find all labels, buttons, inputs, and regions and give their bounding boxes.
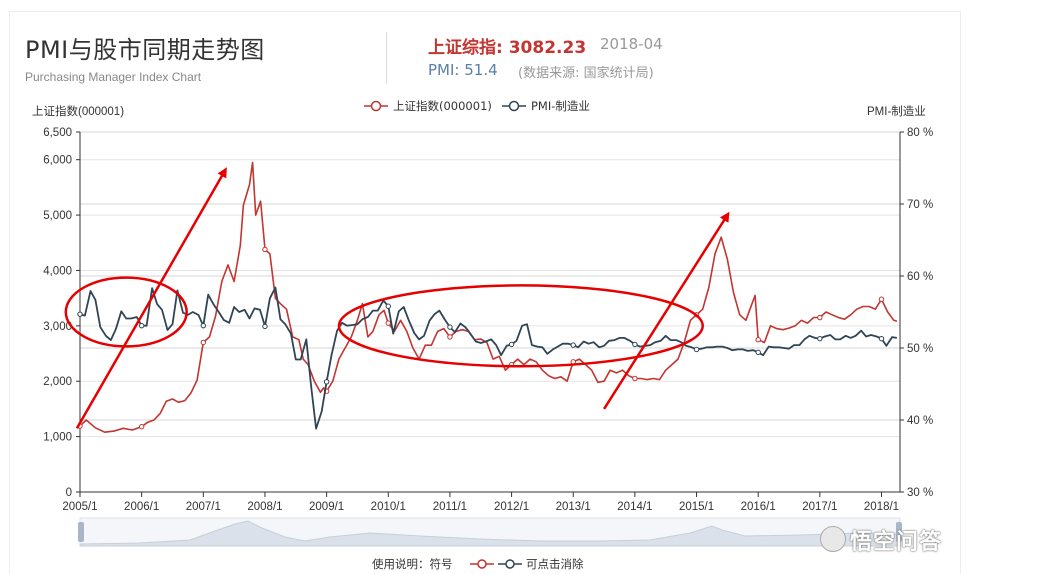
pmi-series-line bbox=[79, 286, 898, 430]
x-tick-label: 2007/1 bbox=[186, 501, 221, 513]
annotation-arrow bbox=[75, 167, 227, 429]
y-left-tick-label: 6,500 bbox=[43, 127, 72, 139]
x-tick-label: 2017/1 bbox=[802, 501, 837, 513]
y-left-tick-label: 2,000 bbox=[43, 376, 72, 388]
usage-suffix: 可点击消除 bbox=[526, 557, 584, 571]
legend-item-pmi[interactable]: PMI-制造业 bbox=[502, 99, 590, 113]
legend-label-pmi: PMI-制造业 bbox=[531, 99, 590, 113]
usage-hint: 使用说明：符号 可点击消除 bbox=[372, 557, 584, 571]
x-tick-label: 2011/1 bbox=[433, 501, 467, 513]
pmi-point bbox=[200, 322, 207, 329]
y-left-tick-label: 0 bbox=[66, 487, 72, 499]
x-tick-label: 2016/1 bbox=[741, 501, 776, 513]
y-right-tick-label: 50 % bbox=[907, 343, 933, 355]
chart-panel bbox=[9, 11, 961, 574]
x-tick-label: 2014/1 bbox=[617, 501, 652, 513]
data-zoom-slider[interactable] bbox=[78, 517, 902, 547]
x-tick-label: 2010/1 bbox=[371, 501, 406, 513]
usage-prefix: 使用说明：符号 bbox=[372, 557, 453, 571]
pmi-point bbox=[632, 341, 638, 348]
data-source-label: (数据来源: 国家统计局) bbox=[518, 66, 654, 81]
pmi-point bbox=[693, 346, 700, 353]
pmi-point bbox=[262, 323, 268, 330]
y-right-tick-label: 70 % bbox=[907, 199, 933, 211]
pmi-value-label: PMI: 51.4 bbox=[428, 61, 498, 79]
index-point bbox=[385, 320, 391, 326]
zoom-handle-right[interactable] bbox=[896, 522, 902, 542]
index-series-line bbox=[79, 161, 898, 433]
chart-title: PMI与股市同期走势图 bbox=[25, 36, 265, 64]
y-right-axis-label: PMI-制造业 bbox=[867, 104, 926, 118]
x-tick-label: 2008/1 bbox=[247, 501, 282, 513]
pmi-point bbox=[755, 349, 761, 356]
index-date-label: 2018-04 bbox=[600, 35, 663, 53]
pmi-point bbox=[570, 342, 576, 348]
index-value-label: 上证综指: 3082.23 bbox=[428, 38, 587, 58]
index-point bbox=[878, 296, 885, 302]
header-divider bbox=[386, 32, 387, 84]
y-left-tick-label: 4,000 bbox=[43, 265, 72, 277]
watermark-icon bbox=[820, 526, 846, 552]
zoom-handle-left[interactable] bbox=[78, 522, 84, 542]
x-tick-label: 2015/1 bbox=[679, 501, 714, 513]
y-right-tick-label: 60 % bbox=[907, 271, 933, 283]
index-point bbox=[200, 339, 207, 346]
x-tick-label: 2006/1 bbox=[124, 501, 159, 513]
pmi-point bbox=[138, 322, 145, 329]
x-tick-label: 2009/1 bbox=[309, 501, 344, 513]
pmi-point bbox=[323, 379, 330, 385]
watermark: 悟空问答 bbox=[850, 530, 943, 555]
pmi-point bbox=[878, 335, 885, 342]
pmi-point bbox=[77, 311, 83, 317]
index-point bbox=[755, 336, 761, 343]
index-point bbox=[817, 314, 823, 321]
pmi-point bbox=[385, 303, 391, 309]
x-tick-label: 2013/1 bbox=[556, 501, 591, 513]
y-left-axis-label: 上证指数(000001) bbox=[32, 104, 124, 118]
annotation-ellipse bbox=[337, 284, 704, 368]
chart-subtitle: Purchasing Manager Index Chart bbox=[25, 70, 202, 84]
annotation-arrow bbox=[603, 211, 730, 410]
index-point bbox=[138, 423, 145, 430]
pmi-point bbox=[817, 335, 823, 342]
annotation-ellipse bbox=[64, 276, 188, 348]
x-tick-label: 2018/1 bbox=[864, 501, 899, 513]
y-left-tick-label: 3,000 bbox=[43, 321, 72, 333]
pmi-point bbox=[508, 341, 515, 348]
legend-item-index[interactable]: 上证指数(000001) bbox=[364, 99, 492, 113]
y-right-tick-label: 30 % bbox=[907, 487, 933, 499]
index-point bbox=[632, 375, 638, 382]
legend[interactable]: 上证指数(000001) PMI-制造业 bbox=[364, 99, 590, 113]
pmi-point bbox=[447, 324, 453, 330]
y-right-tick-label: 40 % bbox=[907, 415, 933, 427]
index-point bbox=[262, 246, 268, 253]
index-point bbox=[447, 334, 453, 340]
y-right-tick-label: 80 % bbox=[907, 127, 933, 139]
y-left-tick-label: 1,000 bbox=[43, 432, 72, 444]
y-left-tick-label: 6,000 bbox=[43, 155, 72, 167]
x-tick-label: 2012/1 bbox=[494, 501, 529, 513]
x-tick-label: 2005/1 bbox=[62, 501, 97, 513]
legend-label-index: 上证指数(000001) bbox=[393, 99, 492, 113]
y-left-tick-label: 5,000 bbox=[43, 210, 72, 222]
zoom-preview-area bbox=[79, 520, 901, 547]
